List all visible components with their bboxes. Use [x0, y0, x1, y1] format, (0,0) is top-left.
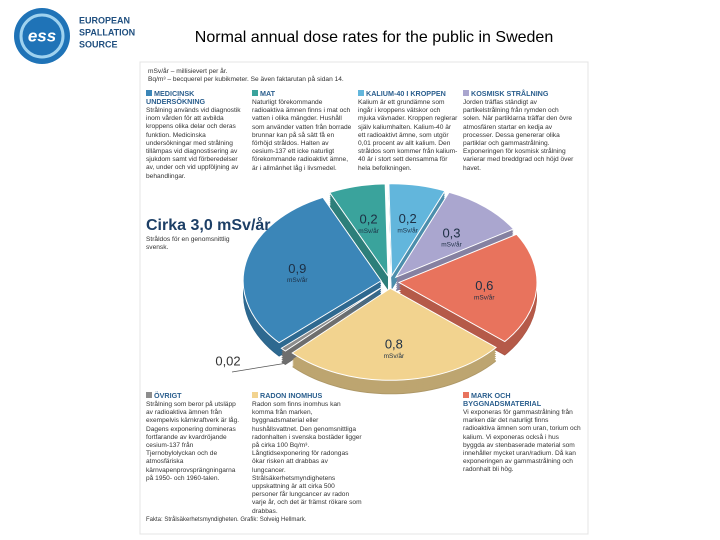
unit-label: mSv/år — [287, 276, 308, 284]
legend-swatch — [252, 90, 258, 96]
block-title: KALIUM-40 I KROPPEN — [366, 89, 446, 98]
info-block: MARK OCH BYGGNADSMATERIAL Vi exponeras fö… — [463, 392, 581, 475]
block-heading: MARK OCH BYGGNADSMATERIAL — [463, 392, 581, 408]
total-label: Cirka 3,0 mSv/år — [146, 216, 271, 234]
unit-label: mSv/år — [397, 226, 418, 234]
unit-label: mSv/år — [384, 352, 405, 360]
note: mSv/år – millisievert per år. — [148, 68, 228, 75]
block-title: MARK OCH BYGGNADSMATERIAL — [463, 391, 542, 408]
block-heading: MAT — [252, 90, 352, 98]
value-label: 0,2 — [360, 212, 378, 227]
info-block: MEDICINSK UNDERSÖKNING Strålning används … — [146, 90, 246, 181]
block-text: Strålning används vid diagnostik inom vå… — [146, 107, 241, 180]
block-title: MAT — [260, 89, 276, 98]
org-line: EUROPEAN — [79, 15, 130, 25]
slice — [291, 287, 498, 381]
block-title: MEDICINSK UNDERSÖKNING — [146, 89, 206, 106]
info-block: KOSMISK STRÅLNING Jorden träffas ständigt… — [463, 90, 575, 173]
block-title: ÖVRIGT — [154, 391, 182, 400]
block-text: Vi exponeras för gammastrålning från mar… — [463, 409, 581, 474]
org-line: SPALLATION — [79, 27, 135, 37]
logo-ring — [19, 13, 65, 59]
legend-swatch — [146, 90, 152, 96]
value-label: 0,6 — [475, 278, 493, 293]
slice — [397, 233, 538, 343]
slice — [242, 196, 382, 344]
block-heading: KALIUM-40 I KROPPEN — [358, 90, 458, 98]
leader-line — [231, 363, 284, 373]
block-heading: ÖVRIGT — [146, 392, 242, 400]
block-text: Kalium är ett grundämne som ingår i krop… — [358, 99, 458, 172]
notes: mSv/år – millisievert per år. Bq/m³ – be… — [148, 68, 358, 84]
info-block: MAT Naturligt förekommande radioaktiva äm… — [252, 90, 352, 173]
unit-label: mSv/år — [358, 227, 379, 235]
value-label: 0,8 — [385, 337, 403, 352]
value-label: 0,3 — [442, 225, 460, 240]
block-title: RADON INOMHUS — [260, 391, 323, 400]
block-heading: RADON INOMHUS — [252, 392, 362, 400]
block-text: Jorden träffas ständigt av partikelstrål… — [463, 99, 574, 172]
logo-mark: ess — [28, 26, 56, 45]
info-block: RADON INOMHUS Radon som finns inomhus kan… — [252, 392, 362, 516]
legend-swatch — [463, 392, 469, 398]
slice — [394, 191, 515, 279]
block-text: Radon som finns inomhus kan komma från m… — [252, 401, 362, 515]
value-label: 0,02 — [215, 353, 240, 368]
block-title: KOSMISK STRÅLNING — [471, 89, 549, 98]
block-text: Strålning som beror på utsläpp av radioa… — [146, 401, 240, 482]
legend-swatch — [146, 392, 152, 398]
slice-side — [281, 291, 384, 357]
info-block: KALIUM-40 I KROPPEN Kalium är ett grundäm… — [358, 90, 458, 173]
legend-swatch — [358, 90, 364, 96]
credit: Fakta: Strålsäkerhetsmyndigheten. Grafik… — [146, 517, 307, 523]
slice — [328, 183, 389, 278]
org-line: SOURCE — [79, 39, 118, 49]
legend-swatch — [252, 392, 258, 398]
unit-label: mSv/år — [441, 241, 462, 249]
info-block: ÖVRIGT Strålning som beror på utsläpp av … — [146, 392, 242, 483]
value-label: 0,2 — [399, 211, 417, 226]
block-text: Naturligt förekommande radioaktiva ämnen… — [252, 99, 352, 172]
slide-title: Normal annual dose rates for the public … — [195, 29, 553, 46]
slice-side — [281, 289, 384, 355]
slice — [388, 183, 446, 278]
note: Bq/m³ – becquerel per kubikmeter. Se äve… — [148, 76, 344, 84]
legend-swatch — [463, 90, 469, 96]
value-label: 0,9 — [288, 261, 306, 276]
total-caption: Stråldos för en genomsnittlig svensk. — [146, 236, 230, 252]
slice — [280, 285, 384, 352]
unit-label: mSv/år — [474, 293, 495, 301]
block-heading: KOSMISK STRÅLNING — [463, 90, 575, 98]
block-heading: MEDICINSK UNDERSÖKNING — [146, 90, 246, 106]
